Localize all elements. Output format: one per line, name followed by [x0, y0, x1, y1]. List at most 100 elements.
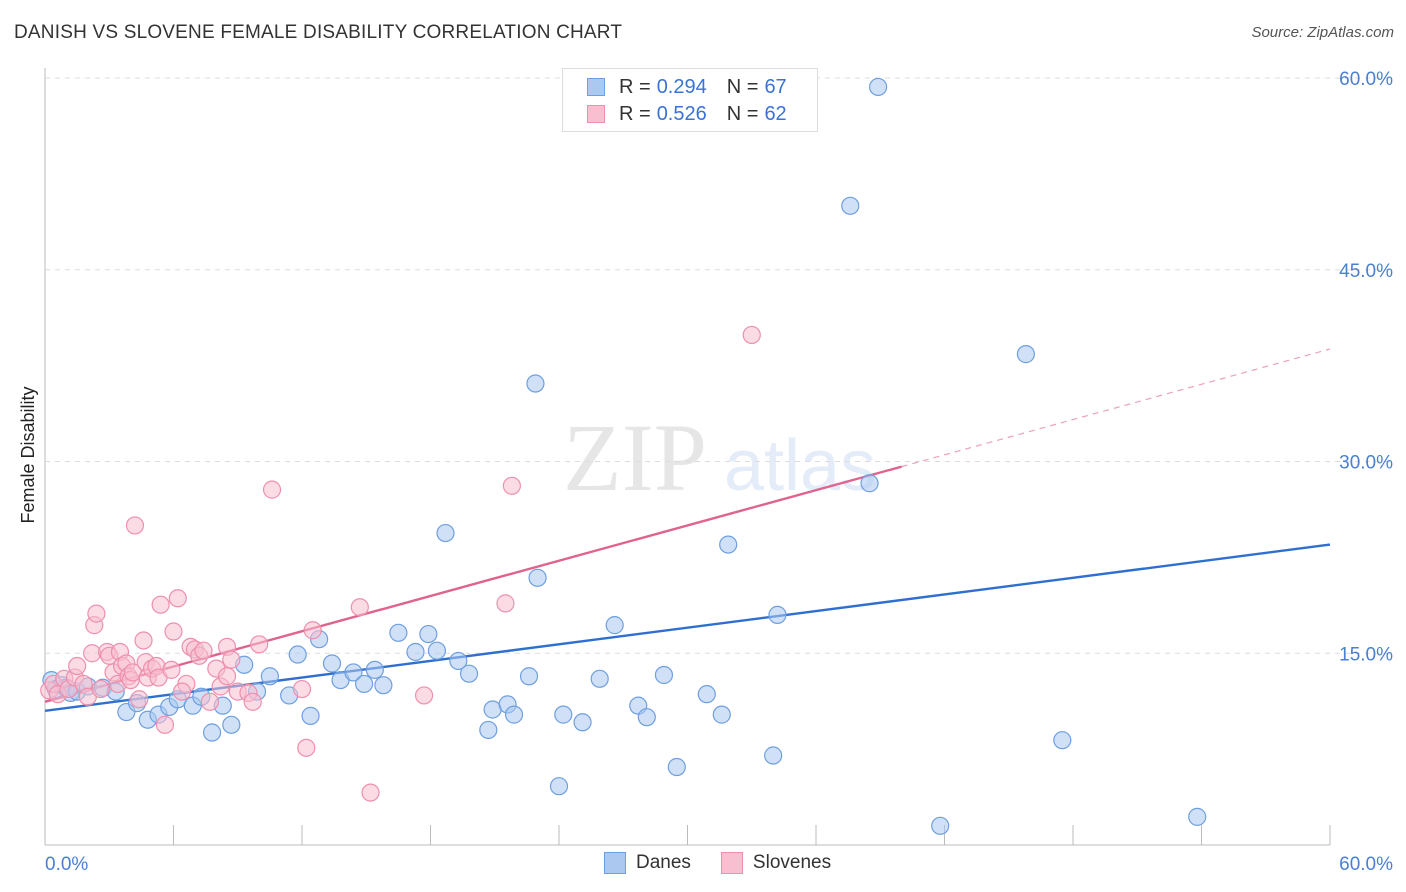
slovenes-point [130, 690, 149, 709]
danes-point [222, 715, 241, 734]
y-tick-label: 45.0% [1339, 261, 1393, 282]
correlation-legend: R = 0.294 N = 67 R = 0.526 N = 62 [562, 68, 818, 132]
slovenes-point [243, 692, 262, 711]
danes-point [931, 816, 950, 835]
slovenes-point [496, 594, 515, 613]
danes-point [202, 723, 222, 742]
slovenes-point [502, 476, 521, 495]
slovenes-point [361, 783, 380, 802]
x-tick-label: 60.0% [1339, 854, 1393, 875]
danes-point [1053, 731, 1072, 750]
slovenes-trend-line [44, 465, 902, 703]
danes-point [301, 706, 320, 725]
slovenes-point [151, 595, 170, 614]
danes-point [526, 374, 545, 393]
danes-point [554, 705, 573, 724]
slovenes-point [297, 738, 316, 757]
danes-point [841, 196, 860, 215]
danes-point [365, 660, 384, 679]
slovenes-point [350, 598, 369, 617]
danes-point [697, 685, 716, 704]
y-tick-label: 15.0% [1339, 644, 1393, 665]
chart-title: DANISH VS SLOVENE FEMALE DISABILITY CORR… [14, 22, 623, 43]
danes-point [605, 616, 624, 635]
danes-point [459, 664, 479, 683]
danes-point [768, 605, 787, 625]
slovenes-point [83, 644, 102, 663]
slovenes-point [200, 692, 220, 711]
danes-point [1188, 807, 1207, 826]
danes-legend-swatch [604, 852, 626, 874]
y-tick-label: 60.0% [1339, 69, 1393, 90]
danes-point [1016, 345, 1035, 364]
slovenes-legend-label: Slovenes [752, 852, 832, 873]
slovenes-point [414, 686, 434, 705]
slovenes-point [134, 631, 153, 650]
axis-ticks: 15.0% 30.0% 45.0% 60.0% 0.0% 60.0% [44, 69, 1393, 875]
danes-point [504, 705, 524, 724]
danes-point [322, 654, 342, 673]
legend-row-slovenes: R = 0.526 N = 62 [587, 101, 787, 127]
source-credit: Source: ZipAtlas.com [1251, 24, 1394, 41]
zipatlas-watermark: ZIP atlas [563, 404, 876, 511]
danes-r-label: R = [619, 75, 651, 98]
danes-point [860, 474, 879, 493]
slovenes-point [164, 622, 183, 641]
danes-point [419, 624, 438, 644]
danes-n-value: 67 [764, 75, 787, 98]
danes-point [406, 642, 425, 662]
slovenes-point [217, 667, 237, 686]
watermark-zip: ZIP [563, 404, 707, 511]
danes-point [374, 676, 393, 695]
danes-legend-label: Danes [636, 852, 691, 873]
danes-point [549, 777, 569, 796]
y-tick-label: 30.0% [1339, 453, 1393, 474]
slovenes-point [155, 715, 175, 734]
danes-point [355, 674, 374, 694]
danes-point [344, 663, 363, 682]
slovenes-point [222, 650, 241, 669]
slovenes-n-label: N = [726, 102, 759, 125]
danes-point [764, 746, 783, 765]
danes-point [288, 645, 307, 664]
slovenes-legend-swatch [720, 852, 743, 874]
danes-point [590, 669, 609, 688]
danes-point [449, 651, 468, 671]
watermark-atlas: atlas [724, 426, 876, 506]
danes-point [719, 535, 738, 554]
slovenes-point [125, 516, 145, 535]
legend-item-danes[interactable]: Danes [604, 852, 691, 874]
grid-lines [45, 77, 1395, 654]
danes-point [654, 665, 674, 685]
danes-r-value: 0.294 [656, 75, 707, 98]
series-legend: Danes Slovenes [604, 852, 861, 874]
danes-point [519, 667, 539, 686]
danes-point [712, 705, 731, 724]
slovenes-point [250, 635, 269, 654]
danes-point [667, 757, 686, 777]
slovenes-trend-line-extension [901, 348, 1331, 468]
slovenes-point [91, 679, 110, 699]
slovenes-point [168, 589, 187, 608]
danes-point [436, 523, 455, 543]
danes-point [528, 568, 547, 587]
danes-point [427, 641, 447, 660]
slovenes-r-value: 0.526 [656, 102, 707, 125]
danes-point [389, 623, 408, 642]
danes-point [479, 720, 498, 740]
danes-point [869, 77, 888, 97]
data-points [40, 77, 1207, 835]
danes-swatch [587, 78, 605, 96]
slovenes-point [303, 621, 322, 640]
slovenes-point [292, 679, 312, 699]
danes-point [637, 708, 656, 727]
x-tick-label: 0.0% [45, 854, 88, 875]
slovenes-point [87, 604, 106, 623]
y-axis-label: Female Disability [18, 386, 38, 523]
danes-point [260, 667, 279, 686]
slovenes-point [194, 641, 213, 660]
legend-item-slovenes[interactable]: Slovenes [720, 852, 832, 874]
slovenes-point [262, 480, 282, 499]
slovenes-point [172, 682, 192, 701]
